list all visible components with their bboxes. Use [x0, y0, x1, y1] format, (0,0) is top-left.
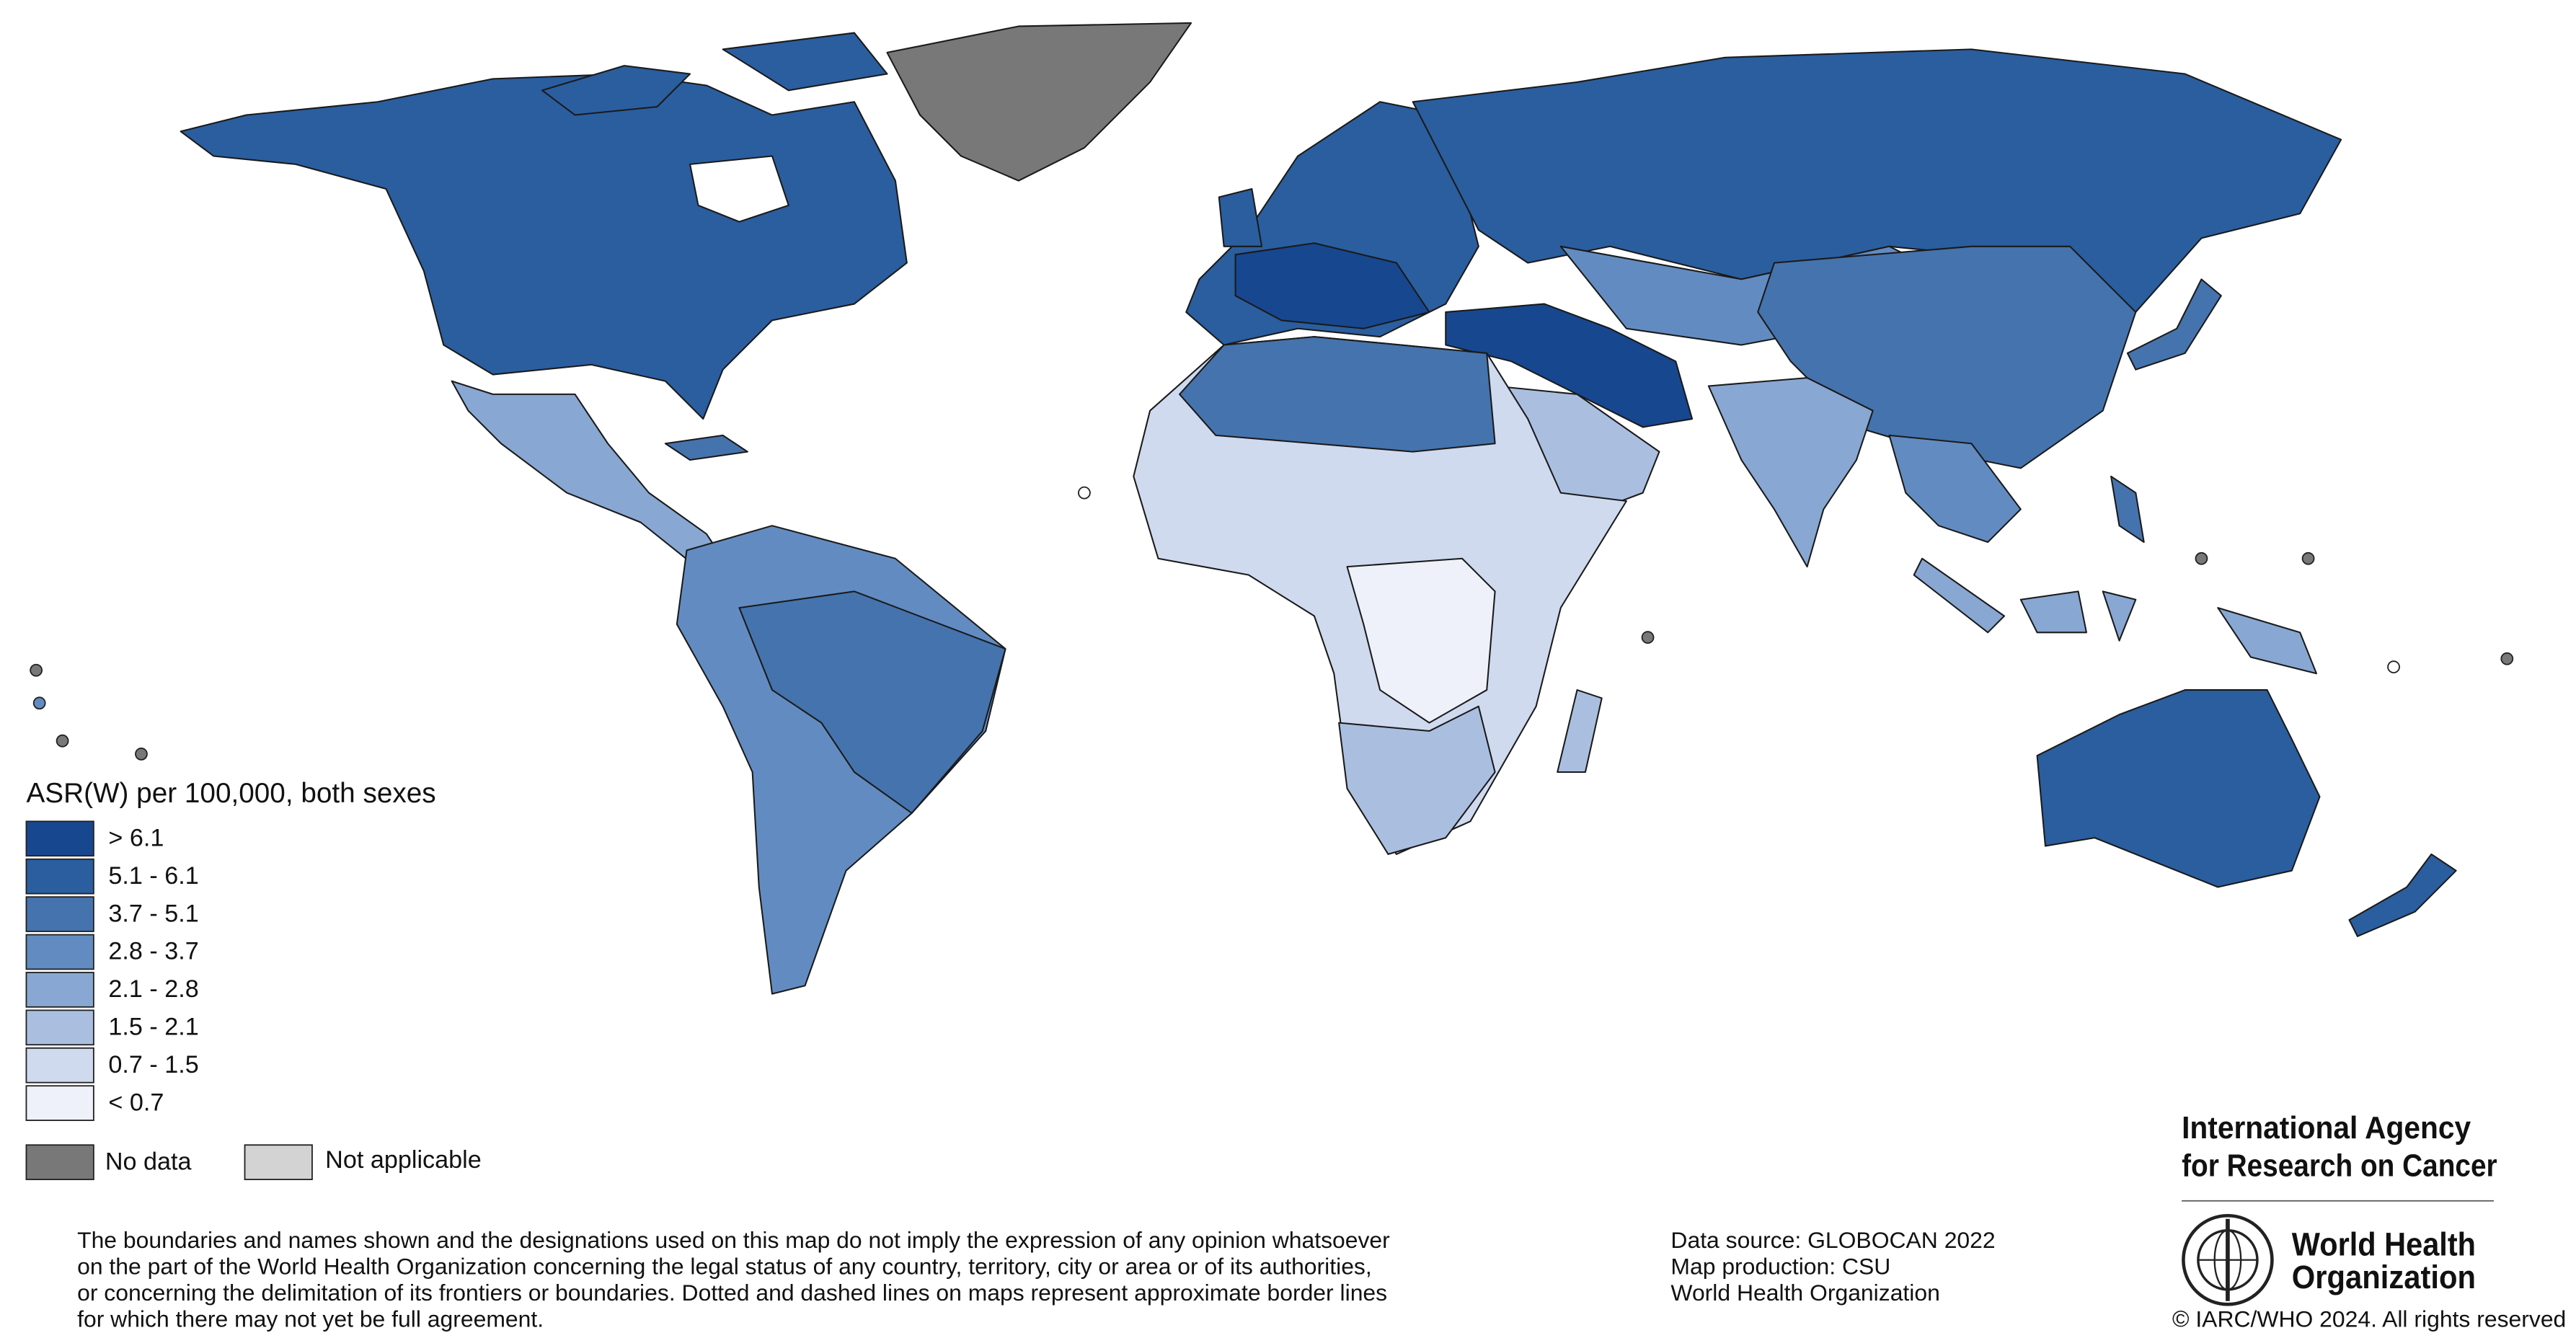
- central-africa: [1346, 557, 1496, 724]
- uk: [1218, 188, 1263, 247]
- mexico: [451, 380, 724, 563]
- island-marker: [1078, 486, 1091, 500]
- disclaimer-line: for which there may not yet be full agre…: [77, 1306, 544, 1332]
- island-marker: [2500, 652, 2514, 665]
- legend-label: 2.1 - 2.8: [108, 975, 198, 1003]
- island-marker: [30, 663, 43, 677]
- island-marker: [2195, 551, 2208, 565]
- legend-swatch: [25, 1047, 94, 1084]
- disclaimer-line: or concerning the delimitation of its fr…: [77, 1280, 1387, 1306]
- world-map: [30, 22, 2514, 995]
- not-applicable-swatch: [244, 1144, 313, 1181]
- island-marker: [135, 748, 148, 761]
- japan: [2126, 278, 2222, 371]
- island-marker: [2301, 551, 2315, 565]
- canada-arctic: [541, 32, 888, 116]
- greenland: [886, 22, 1192, 182]
- north-africa: [1179, 336, 1496, 453]
- who-emblem: [2182, 1213, 2274, 1306]
- who-name: Organization: [2292, 1259, 2476, 1295]
- brazil: [738, 590, 1006, 814]
- no-data-label: No data: [105, 1148, 192, 1175]
- legend-swatch: [25, 934, 94, 970]
- credit-line: World Health Organization: [1670, 1280, 1939, 1306]
- legend-label: 1.5 - 2.1: [108, 1013, 198, 1040]
- legend-swatch: [25, 858, 94, 895]
- legend-swatch: [25, 896, 94, 932]
- australia: [2036, 689, 2321, 888]
- southeast-asia: [1888, 434, 2022, 543]
- caribbean: [664, 434, 748, 461]
- legend: > 6.1 5.1 - 6.1 3.7 - 5.1 2.8 - 3.7 2.1 - 2.…: [25, 820, 199, 1121]
- who-name: World Health: [2292, 1226, 2476, 1263]
- legend-label: 0.7 - 1.5: [108, 1051, 198, 1078]
- legend-title: ASR(W) per 100,000, both sexes: [26, 778, 435, 809]
- southern-africa: [1338, 705, 1496, 855]
- legend-swatch: [25, 820, 94, 857]
- legend-swatch: [25, 1009, 94, 1046]
- legend-label: 3.7 - 5.1: [108, 900, 198, 927]
- north-america: [180, 73, 908, 420]
- island-marker: [56, 734, 69, 748]
- legend-swatch: [25, 972, 94, 1008]
- france-central: [1234, 242, 1430, 329]
- disclaimer-line: on the part of the World Health Organiza…: [77, 1254, 1372, 1280]
- no-data-swatch: [25, 1144, 94, 1181]
- island-marker: [2387, 660, 2400, 674]
- legend-label: > 6.1: [108, 824, 164, 851]
- iarc-name: International Agency: [2182, 1111, 2471, 1146]
- credit-line: Map production: CSU: [1670, 1254, 1890, 1280]
- disclaimer-line: The boundaries and names shown and the d…: [77, 1227, 1390, 1253]
- philippines: [2110, 475, 2145, 543]
- new-zealand: [2348, 853, 2457, 937]
- copyright: © IARC/WHO 2024. All rights reserved: [2172, 1306, 2566, 1332]
- iarc-name: for Research on Cancer: [2182, 1149, 2497, 1184]
- madagascar: [1557, 689, 1603, 774]
- not-applicable-label: Not applicable: [325, 1146, 482, 1174]
- legend-swatch: [25, 1085, 94, 1121]
- india: [1707, 377, 1874, 568]
- indonesia: [1913, 557, 2317, 675]
- hudson-bay: [689, 155, 789, 223]
- legend-label: 2.8 - 3.7: [108, 938, 198, 965]
- island-marker: [32, 696, 46, 710]
- credit-line: Data source: GLOBOCAN 2022: [1670, 1227, 1995, 1253]
- legend-label: < 0.7: [108, 1089, 164, 1116]
- island-marker: [1641, 631, 1655, 644]
- legend-label: 5.1 - 6.1: [108, 862, 198, 890]
